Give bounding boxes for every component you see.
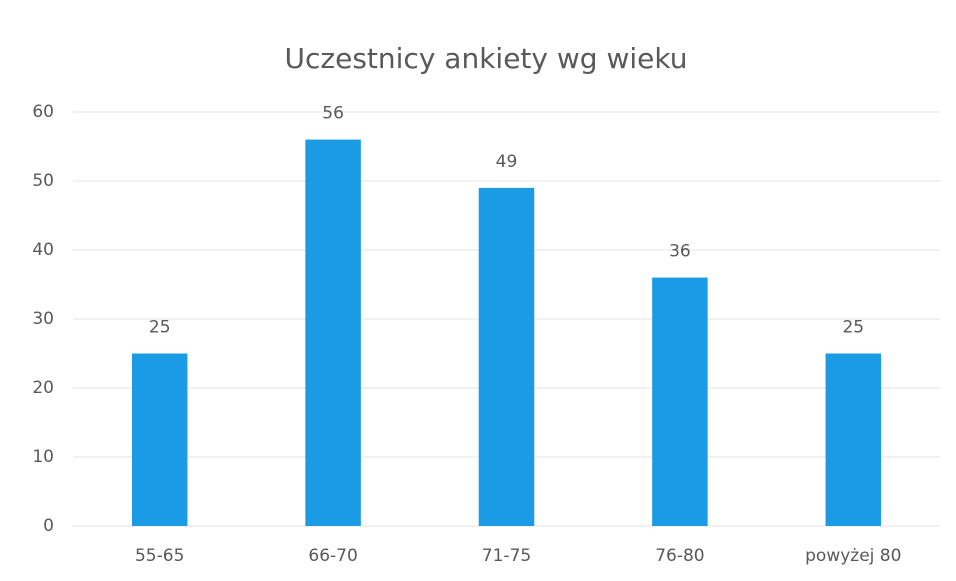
bar: [305, 139, 361, 526]
data-label: 25: [149, 318, 171, 338]
data-label: 36: [669, 242, 691, 262]
x-tick-label: powyżej 80: [805, 546, 901, 566]
data-label: 25: [842, 318, 864, 338]
y-tick-label: 60: [32, 102, 54, 122]
chart-title: Uczestnicy ankiety wg wieku: [285, 42, 688, 75]
data-label: 56: [322, 104, 344, 124]
x-tick-label: 71-75: [482, 546, 531, 566]
y-tick-label: 50: [32, 171, 54, 191]
x-tick-label: 66-70: [308, 546, 357, 566]
bar: [131, 353, 188, 526]
y-tick-label: 10: [32, 447, 54, 467]
bar: [478, 187, 535, 526]
y-tick-label: 40: [32, 240, 54, 260]
bar: [825, 353, 882, 526]
y-tick-label: 0: [43, 516, 54, 536]
bar: [652, 277, 708, 526]
x-tick-label: 76-80: [655, 546, 704, 566]
y-tick-label: 20: [32, 378, 54, 398]
y-tick-label: 30: [32, 309, 54, 329]
x-tick-label: 55-65: [135, 546, 184, 566]
data-label: 49: [496, 152, 518, 172]
